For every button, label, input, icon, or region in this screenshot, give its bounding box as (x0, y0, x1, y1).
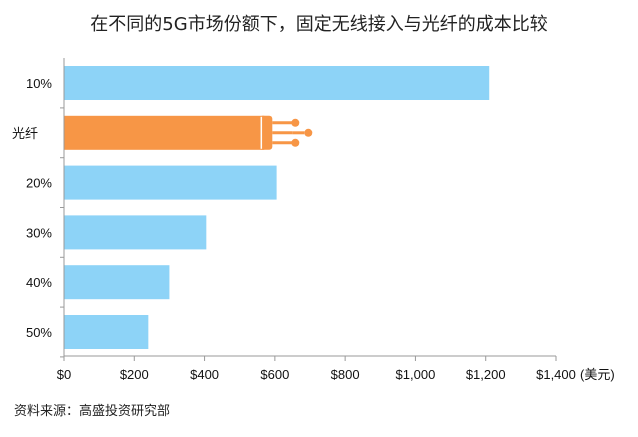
category-labels: 10% 光纤 20% 30% 40% 50% (12, 76, 52, 340)
chart-title: 在不同的5G市场份额下，固定无线接入与光纤的成本比较 (90, 14, 548, 35)
x-tick-label: $1,000 (396, 367, 436, 382)
category-label-highlight: 光纤 (12, 126, 38, 141)
x-axis: $0 $200 $400 $600 $800 $1,000 $1,200 $1,400 (美元) (57, 58, 615, 382)
fiber-optic-cable-icon (259, 115, 313, 150)
category-label: 20% (26, 176, 52, 191)
x-tick-label: $1,400 (536, 367, 576, 382)
bar (64, 66, 490, 100)
x-tick-label: $1,200 (466, 367, 506, 382)
x-tick-label: $400 (190, 367, 219, 382)
bar (64, 215, 207, 250)
bars-layer (64, 66, 490, 349)
bar (64, 165, 277, 200)
bar-highlight (64, 115, 265, 150)
category-label: 30% (26, 225, 52, 240)
category-label: 10% (26, 76, 52, 91)
bar (64, 265, 170, 300)
x-tick-label: $800 (331, 367, 360, 382)
x-tick-label: $600 (260, 367, 289, 382)
x-tick-label: $0 (57, 367, 71, 382)
x-axis-unit: (美元) (580, 367, 615, 382)
source-note: 资料来源：高盛投资研究部 (14, 404, 171, 419)
category-label: 40% (26, 275, 52, 290)
category-label: 50% (26, 325, 52, 340)
bar (64, 315, 149, 349)
x-tick-label: $200 (120, 367, 149, 382)
